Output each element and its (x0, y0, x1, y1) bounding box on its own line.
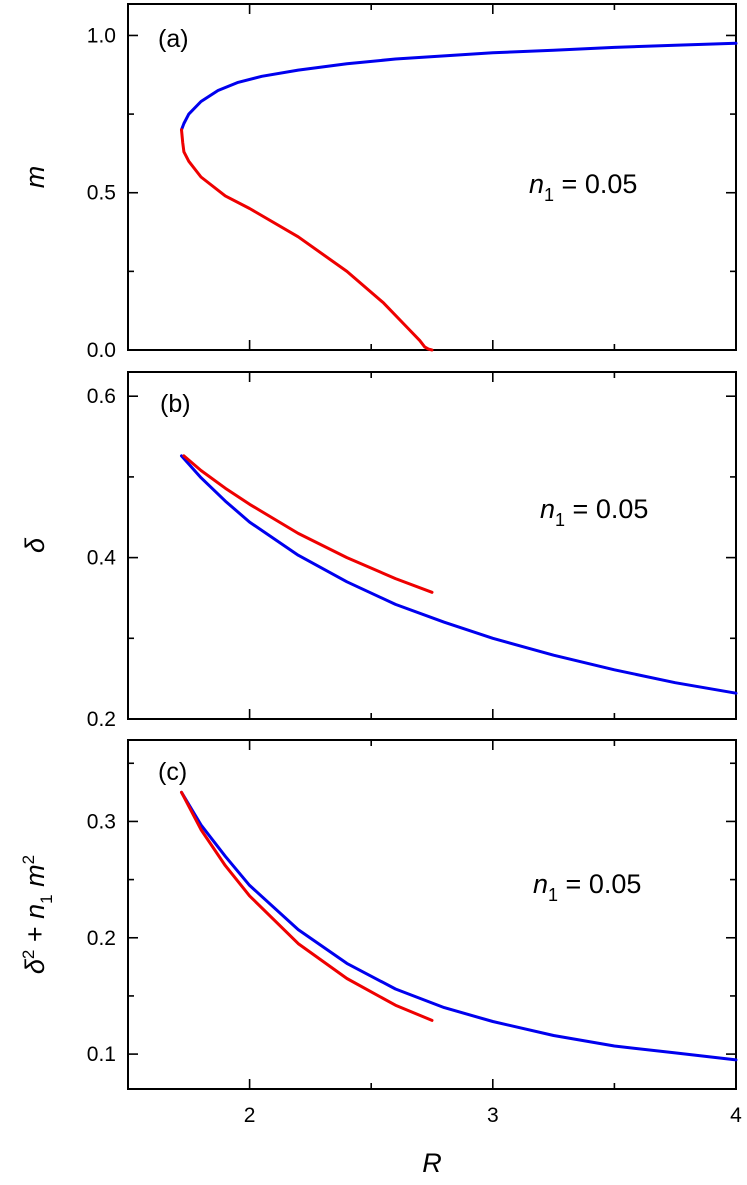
panel-label: (b) (160, 390, 191, 418)
y-tick-label: 0.6 (87, 385, 116, 408)
y-tick-label: 0.5 (87, 182, 116, 205)
series-line-blue (180, 790, 738, 1062)
y-tick-label: 0.3 (87, 810, 116, 833)
panel-1 (127, 371, 738, 720)
y-axis-title: δ (20, 537, 50, 553)
x-tick-label: 3 (487, 1104, 499, 1127)
y-tick-label: 0.2 (87, 708, 116, 731)
y-axis-title: m (20, 166, 50, 189)
y-tick-label: 0.1 (87, 1043, 116, 1066)
y-tick-label: 1.0 (87, 24, 116, 47)
parameter-annotation: n1 = 0.05 (533, 869, 641, 905)
y-tick-label: 0.0 (87, 339, 116, 362)
x-axis-title: R (422, 1148, 442, 1178)
panel-0 (127, 3, 738, 352)
series-line-blue (180, 454, 738, 695)
series-line-red (182, 454, 434, 594)
plot-frame (127, 739, 737, 1090)
y-axis-title: δ2 + n1 m2 (19, 855, 56, 974)
x-tick-label: 2 (244, 1104, 256, 1127)
series-line-red (180, 790, 434, 1022)
panel-2 (127, 739, 738, 1090)
series-line-blue (180, 41, 738, 132)
y-tick-label: 0.2 (87, 927, 116, 950)
y-tick-label: 0.4 (87, 547, 117, 570)
plot-frame (127, 371, 737, 720)
series-line-red (180, 128, 434, 352)
parameter-annotation: n1 = 0.05 (540, 494, 648, 530)
parameter-annotation: n1 = 0.05 (529, 169, 637, 205)
x-tick-label: 4 (730, 1104, 742, 1127)
panel-label: (c) (158, 758, 187, 786)
panel-label: (a) (158, 25, 189, 53)
